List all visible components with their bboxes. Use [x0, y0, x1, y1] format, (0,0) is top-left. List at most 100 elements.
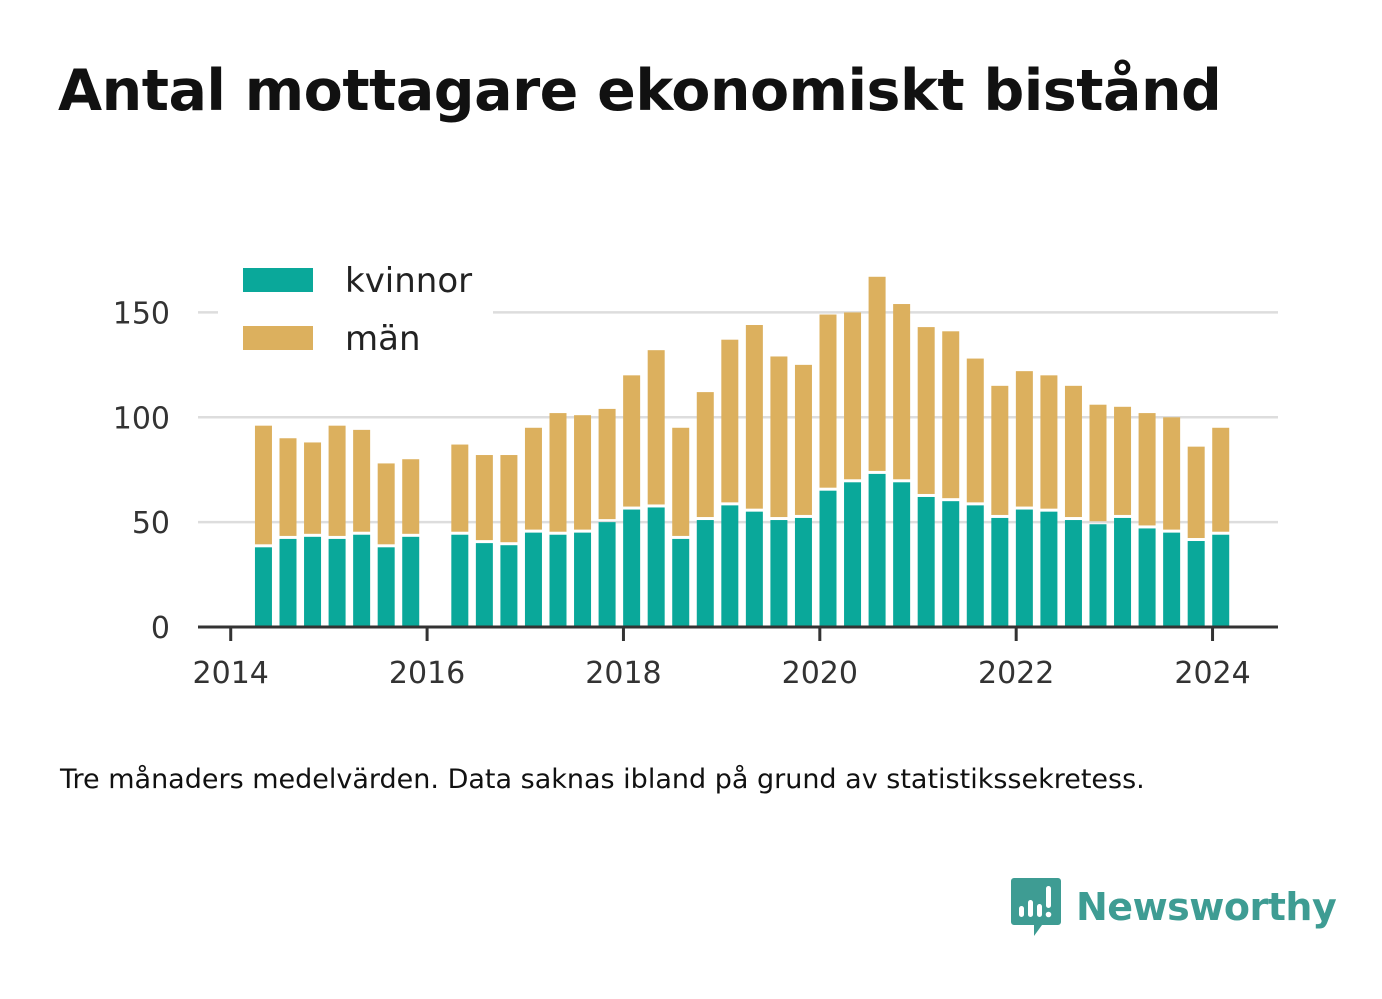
bar-man [598, 408, 616, 520]
bars [254, 276, 1230, 627]
x-tick-label: 2022 [978, 656, 1054, 691]
bar-kvinnor [1015, 509, 1033, 627]
y-tick-label: 100 [113, 401, 170, 436]
x-tick-label: 2016 [389, 656, 465, 691]
bar-man [770, 356, 788, 518]
bar-man [721, 339, 739, 503]
bar-man [696, 392, 714, 518]
bar-man [1138, 413, 1156, 526]
bar-man [500, 455, 518, 543]
y-tick-label: 150 [113, 296, 170, 331]
bar-man [893, 304, 911, 480]
axes: 0 50 100 150 2014 2016 2018 2020 2022 2024 [113, 296, 1278, 691]
legend-label: män [345, 319, 421, 359]
y-tick-label: 0 [151, 611, 170, 646]
bar-man [1114, 406, 1132, 515]
bar-man [353, 429, 371, 532]
bar-kvinnor [1040, 511, 1058, 627]
bar-man [1064, 385, 1082, 518]
bar-kvinnor [1114, 517, 1132, 627]
legend-label: kvinnor [345, 261, 472, 301]
stacked-bar-chart: 0 50 100 150 2014 2016 2018 2020 2022 2024 kvinno… [112, 250, 1278, 691]
bar-kvinnor [1163, 532, 1181, 627]
bar-kvinnor [524, 532, 542, 627]
bar-kvinnor [893, 482, 911, 627]
bar-kvinnor [868, 473, 886, 627]
bar-kvinnor [844, 482, 862, 627]
bar-kvinnor [966, 505, 984, 627]
bar-kvinnor [721, 505, 739, 627]
bar-chart-speech-bubble-icon [1011, 878, 1061, 936]
bar-kvinnor [475, 543, 493, 627]
bar-kvinnor [1064, 520, 1082, 627]
brand-name: Newsworthy [1076, 885, 1337, 929]
bar-man [623, 375, 641, 507]
legend: kvinnor män [218, 250, 493, 362]
bar-kvinnor [819, 490, 837, 627]
bar-man [1015, 371, 1033, 507]
bar-kvinnor [745, 511, 763, 627]
bar-man [1212, 427, 1230, 532]
bar-man [279, 438, 297, 536]
bar-kvinnor [1212, 534, 1230, 627]
bar-kvinnor [451, 534, 469, 627]
x-tick-label: 2018 [585, 656, 661, 691]
bar-man [402, 459, 420, 534]
newsworthy-logo: Newsworthy [1010, 876, 1337, 938]
bar-man [1163, 417, 1181, 530]
bar-man [966, 358, 984, 503]
bar-man [377, 463, 395, 545]
bar-man [524, 427, 542, 530]
bar-kvinnor [402, 536, 420, 627]
bar-man [1040, 375, 1058, 509]
bar-kvinnor [279, 538, 297, 627]
bar-kvinnor [549, 534, 567, 627]
bar-kvinnor [574, 532, 592, 627]
legend-swatch [243, 268, 313, 292]
bar-man [574, 415, 592, 530]
bar-man [672, 427, 690, 536]
bar-man [304, 442, 322, 534]
bar-kvinnor [991, 517, 1009, 627]
x-tick-label: 2014 [193, 656, 269, 691]
bar-kvinnor [1089, 524, 1107, 627]
bar-man [868, 276, 886, 471]
chart-title: Antal mottagare ekonomiskt bistånd [58, 58, 1222, 124]
bar-kvinnor [770, 520, 788, 627]
bar-kvinnor [917, 496, 935, 627]
bar-kvinnor [304, 536, 322, 627]
bar-man [328, 425, 346, 536]
bar-man [819, 314, 837, 488]
bar-kvinnor [623, 509, 641, 627]
legend-swatch [243, 326, 313, 350]
bar-man [745, 325, 763, 509]
bar-man [794, 364, 812, 515]
bar-man [549, 413, 567, 532]
footnote: Tre månaders medelvärden. Data saknas ib… [60, 764, 1145, 795]
bar-kvinnor [942, 501, 960, 627]
bar-kvinnor [647, 507, 665, 627]
bar-man [844, 312, 862, 480]
bar-kvinnor [1138, 528, 1156, 627]
bar-kvinnor [500, 545, 518, 627]
bar-kvinnor [328, 538, 346, 627]
bar-man [451, 444, 469, 532]
x-tick-label: 2020 [782, 656, 858, 691]
bar-kvinnor [377, 547, 395, 627]
bar-kvinnor [672, 538, 690, 627]
bar-kvinnor [254, 547, 272, 627]
bar-man [917, 327, 935, 494]
bar-man [475, 455, 493, 541]
y-tick-label: 50 [132, 506, 170, 541]
bar-kvinnor [696, 520, 714, 627]
bar-kvinnor [598, 522, 616, 627]
bar-man [647, 350, 665, 505]
bar-kvinnor [1187, 541, 1205, 627]
bar-man [1089, 404, 1107, 522]
bar-man [942, 331, 960, 499]
bar-man [254, 425, 272, 545]
bar-man [991, 385, 1009, 515]
bar-kvinnor [353, 534, 371, 627]
bar-kvinnor [794, 517, 812, 627]
bar-man [1187, 446, 1205, 539]
